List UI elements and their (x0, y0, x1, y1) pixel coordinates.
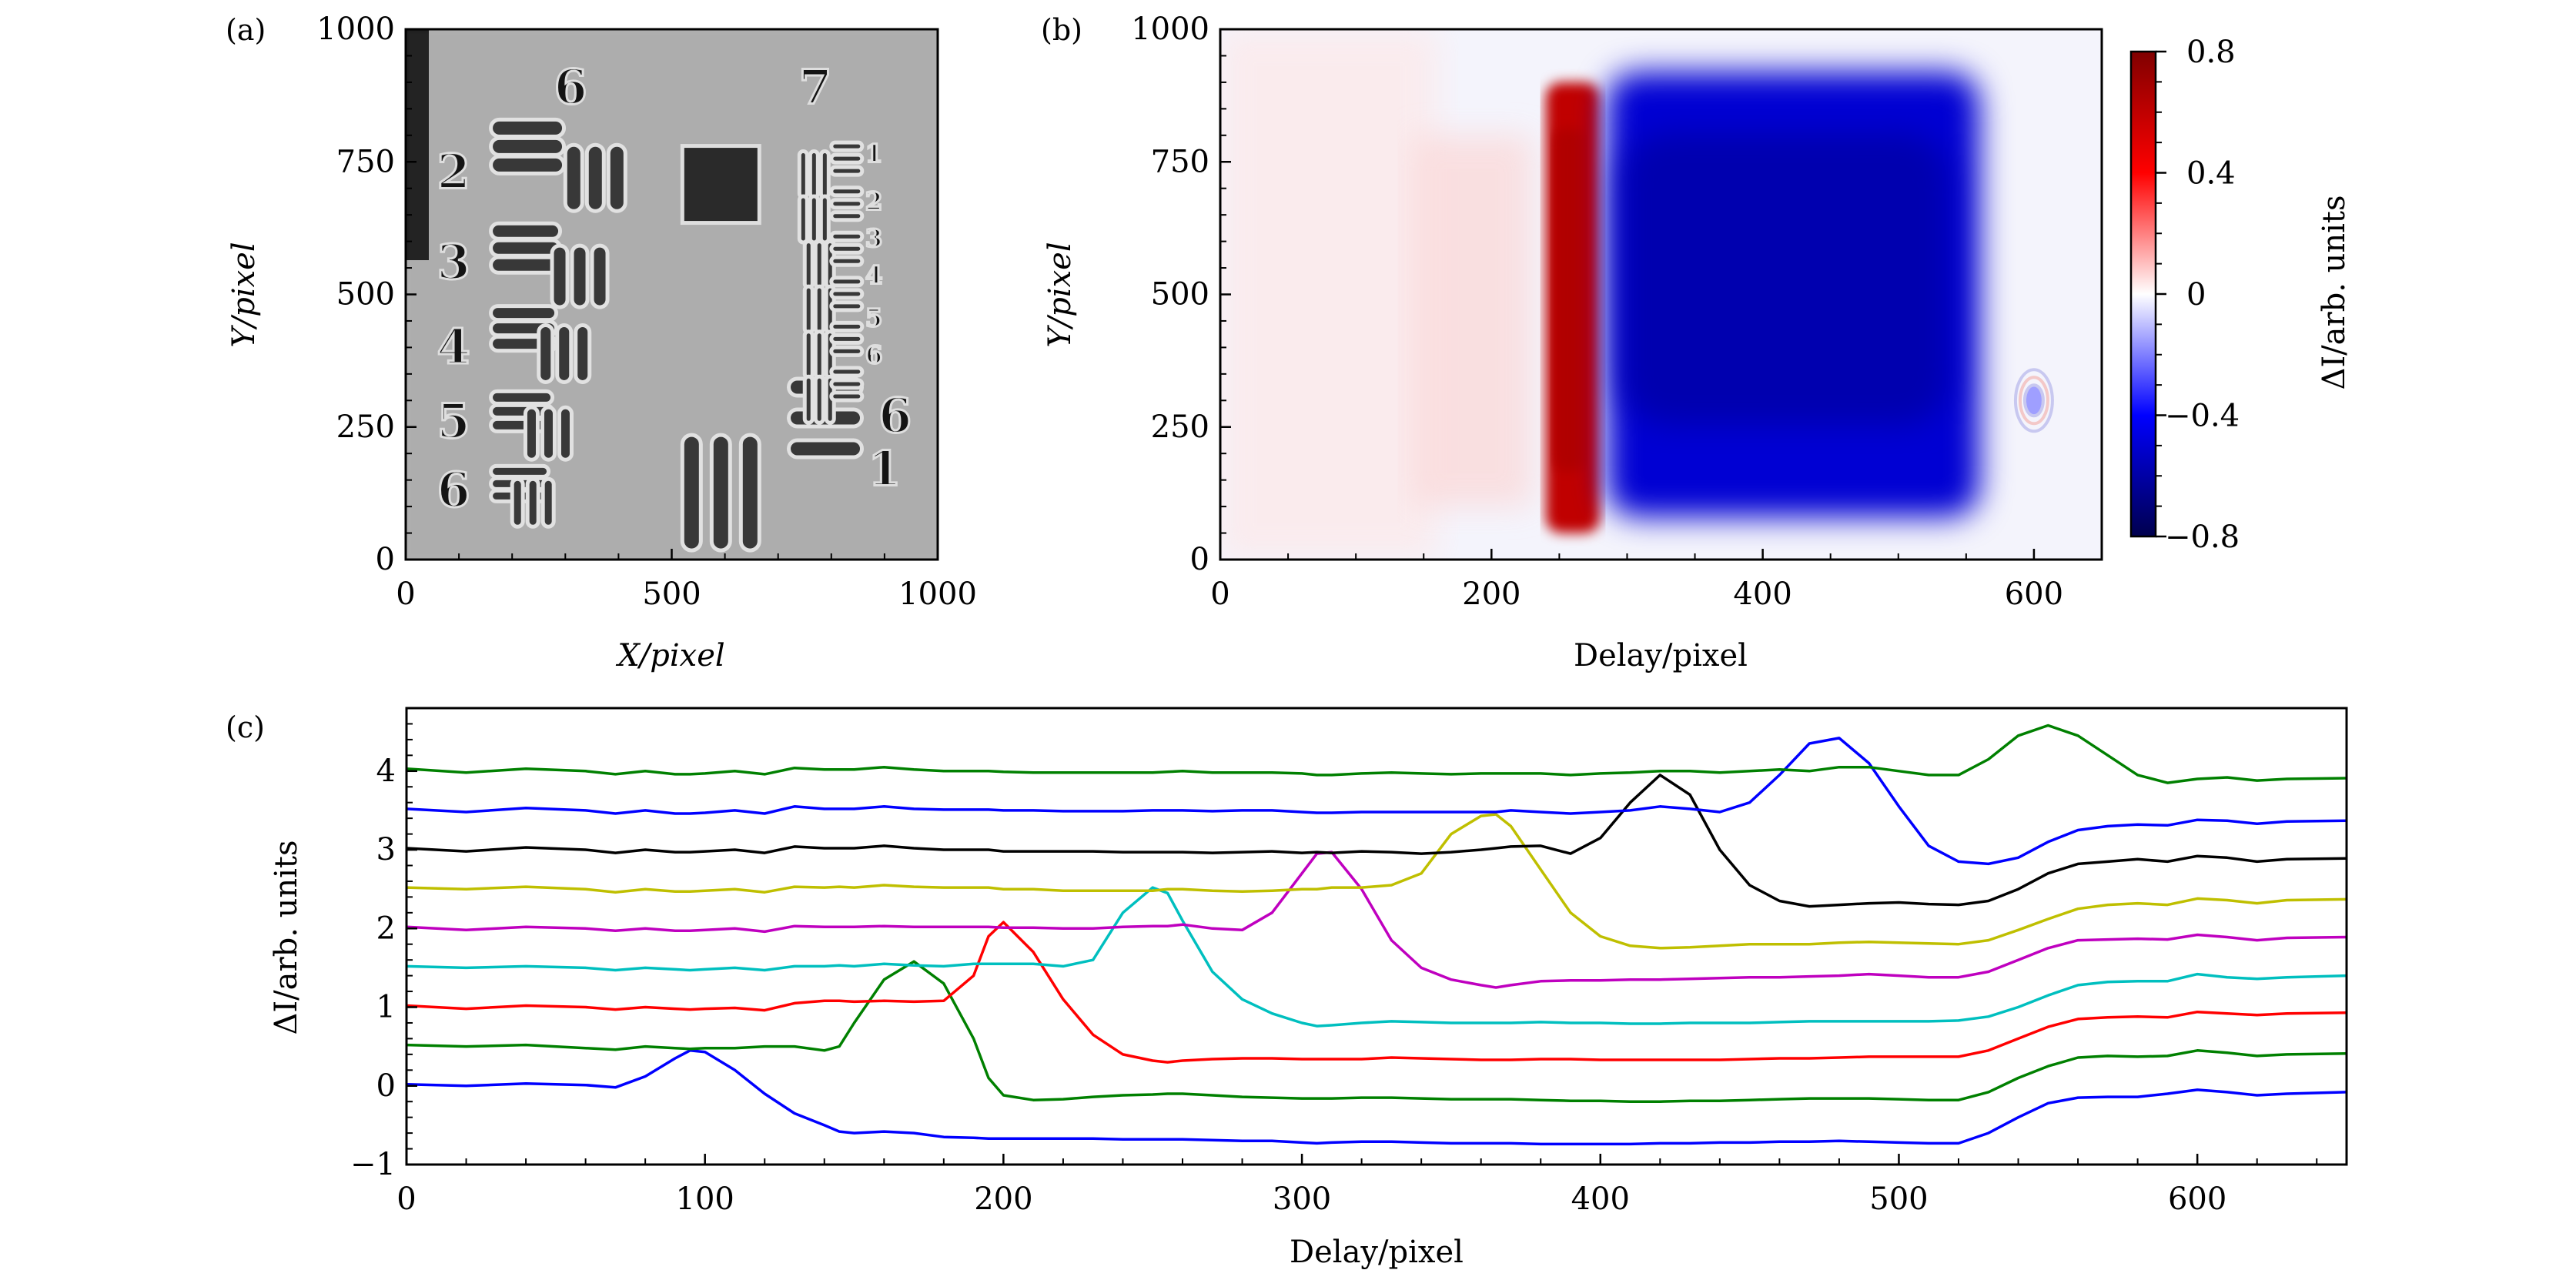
panel-a-ytick-label: 250 (336, 409, 395, 445)
panel-c-xtick-label: 100 (676, 1181, 734, 1217)
panel-c-ytick-label: 4 (376, 754, 396, 789)
panel-c-ylabel: ΔI/arb. units (269, 840, 304, 1034)
series-line-trace-1 (406, 1049, 2347, 1146)
panel-a-ytick-label: 1000 (316, 12, 395, 47)
faint-positive-region (1410, 135, 1533, 507)
series-line-trace-2 (406, 960, 2347, 1103)
series-line-trace-3 (406, 921, 2347, 1064)
panel-b-xtick-label: 0 (1210, 577, 1229, 612)
series-line-trace-8 (406, 737, 2347, 866)
panel-c-lines (406, 724, 2347, 1146)
panel-c-xtick-label: 0 (396, 1181, 416, 1217)
panel-a-xtick-label: 0 (396, 577, 415, 612)
ring-artifact-core (2026, 386, 2042, 415)
panel-c-ytick-label: 2 (376, 911, 396, 946)
panel-c-label: (c) (226, 710, 265, 744)
series-line-trace-5 (406, 851, 2347, 989)
panel-b-xtick-label: 400 (1733, 577, 1791, 612)
colorbar-label: ΔI/arb. units (2317, 195, 2352, 389)
faint-positive-region (1220, 29, 1437, 560)
panel-c-ytick-label: 3 (376, 832, 396, 867)
series-line-trace-9 (406, 724, 2347, 784)
panel-c-xtick-label: 600 (2168, 1181, 2226, 1217)
panel-b-ytick-label: 750 (1151, 144, 1209, 179)
panel-a-xtick-label: 500 (642, 577, 701, 612)
colorbar-gradient (2129, 50, 2157, 538)
ring-artifact (2022, 383, 2045, 418)
panel-b-ytick-label: 1000 (1131, 12, 1209, 47)
panel-b-xtick-label: 200 (1462, 577, 1521, 612)
panel-c-xlabel: Delay/pixel (1290, 1235, 1464, 1270)
panel-a-axes: 0 500 1000 0 250 500 750 1000 (316, 12, 977, 612)
panel-a-ytick-label: 0 (376, 542, 395, 577)
colorbar: 0.8 0.4 0 −0.4 −0.8 (2129, 35, 2240, 555)
panel-b-axes: 0 200 400 600 0 250 500 750 1000 (1131, 12, 2103, 612)
colorbar-tick-label: 0.8 (2186, 35, 2236, 70)
panel-c-xtick-label: 200 (974, 1181, 1032, 1217)
panel-c-ytick-label: 0 (376, 1068, 396, 1104)
panel-b-ytick-label: 0 (1190, 542, 1209, 577)
panel-b-xtick-label: 600 (2005, 577, 2063, 612)
series-line-trace-7 (406, 774, 2347, 908)
panel-b: 0 200 400 600 0 250 500 750 1000 Delay/pixel Y/p… (1042, 12, 2352, 673)
panel-b-xlabel: Delay/pixel (1574, 638, 1748, 673)
colorbar-tick-label: −0.8 (2165, 520, 2240, 555)
ring-artifact (2013, 368, 2054, 433)
panel-a-label: (a) (226, 13, 266, 47)
blue-region-core (1622, 133, 1949, 425)
panel-c-ytick-label: 1 (376, 990, 396, 1025)
ring-artifact (2018, 376, 2049, 426)
panel-b-label: (b) (1041, 13, 1082, 47)
panel-a-xtick-label: 1000 (898, 577, 977, 612)
series-line-trace-4 (406, 886, 2347, 1028)
panel-b-ytick-label: 250 (1151, 409, 1209, 445)
panel-a-xlabel: X/pixel (615, 638, 724, 673)
red-band-core (1553, 128, 1585, 472)
colorbar-tick-label: −0.4 (2165, 399, 2240, 434)
panel-c-xtick-label: 400 (1571, 1181, 1630, 1217)
delta-intensity-map (1220, 29, 2102, 560)
panel-c-frame (405, 707, 2348, 1166)
colorbar-tick-label: 0.4 (2186, 156, 2236, 192)
panel-c-xtick-label: 500 (1869, 1181, 1928, 1217)
series-line-trace-6 (406, 813, 2347, 950)
panel-a-ytick-label: 750 (336, 144, 395, 179)
panel-b-ylabel: Y/pixel (1042, 242, 1078, 347)
panel-c-xtick-label: 300 (1273, 1181, 1331, 1217)
colorbar-tick-label: 0 (2186, 277, 2206, 312)
image-haze (406, 29, 938, 560)
panel-a-ytick-label: 500 (336, 277, 395, 312)
panel-b-ytick-label: 500 (1151, 277, 1209, 312)
panel-a-ylabel: Y/pixel (226, 242, 262, 347)
panel-c-ytick-label: −1 (350, 1147, 396, 1182)
